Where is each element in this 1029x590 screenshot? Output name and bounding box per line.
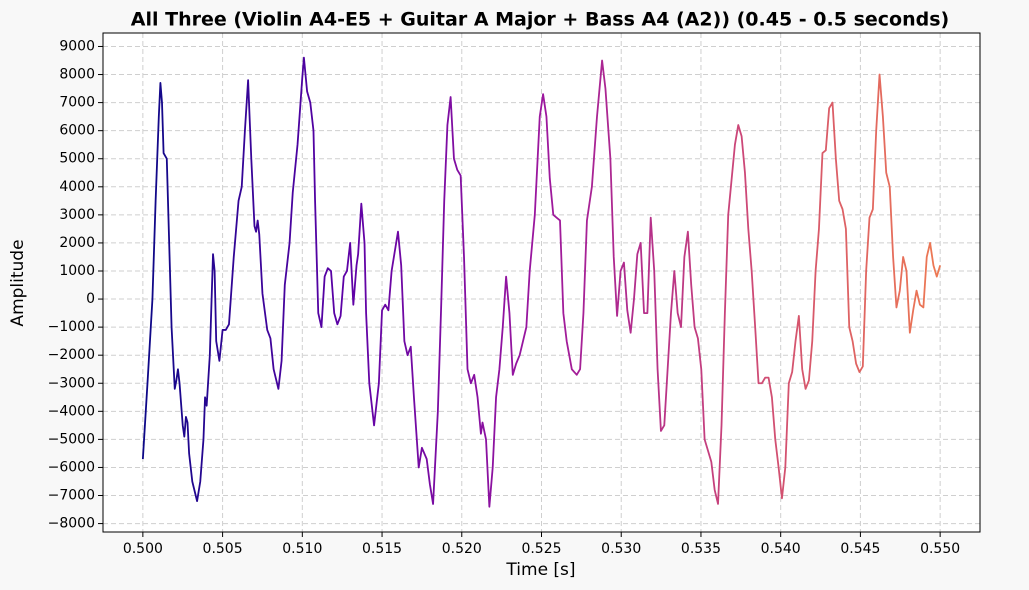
y-tick-label: 5000 — [59, 151, 95, 167]
chart-title: All Three (Violin A4-E5 + Guitar A Major… — [131, 9, 949, 31]
x-tick-label: 0.530 — [601, 541, 641, 557]
x-tick-label: 0.525 — [521, 541, 561, 557]
y-tick-label: 8000 — [59, 67, 95, 83]
y-tick-label: −4000 — [48, 403, 95, 419]
x-tick-label: 0.535 — [681, 541, 721, 557]
x-tick-label: 0.515 — [362, 541, 402, 557]
y-tick-label: −2000 — [48, 347, 95, 363]
y-tick-label: −5000 — [48, 431, 95, 447]
y-tick-label: 2000 — [59, 235, 95, 251]
y-tick-label: −1000 — [48, 319, 95, 335]
y-tick-label: 9000 — [59, 38, 95, 54]
y-tick-label: 3000 — [59, 207, 95, 223]
y-tick-label: 6000 — [59, 123, 95, 139]
x-axis-label: Time [s] — [505, 560, 575, 580]
y-tick-label: −3000 — [48, 375, 95, 391]
x-tick-label: 0.510 — [282, 541, 322, 557]
x-tick-label: 0.505 — [203, 541, 243, 557]
y-axis-label: Amplitude — [8, 239, 28, 326]
x-tick-label: 0.545 — [840, 541, 880, 557]
x-tick-label: 0.500 — [123, 541, 163, 557]
x-tick-label: 0.540 — [761, 541, 801, 557]
x-tick-label: 0.550 — [920, 541, 960, 557]
y-tick-label: 4000 — [59, 179, 95, 195]
plot-frame — [102, 32, 981, 533]
waveform-line — [141, 56, 942, 508]
y-tick-label: 0 — [86, 291, 95, 307]
y-tick-label: 7000 — [59, 95, 95, 111]
y-tick-label: −7000 — [48, 488, 95, 504]
x-tick-label: 0.520 — [442, 541, 482, 557]
y-tick-label: 1000 — [59, 263, 95, 279]
y-tick-label: −6000 — [48, 459, 95, 475]
y-tick-label: −8000 — [48, 516, 95, 532]
